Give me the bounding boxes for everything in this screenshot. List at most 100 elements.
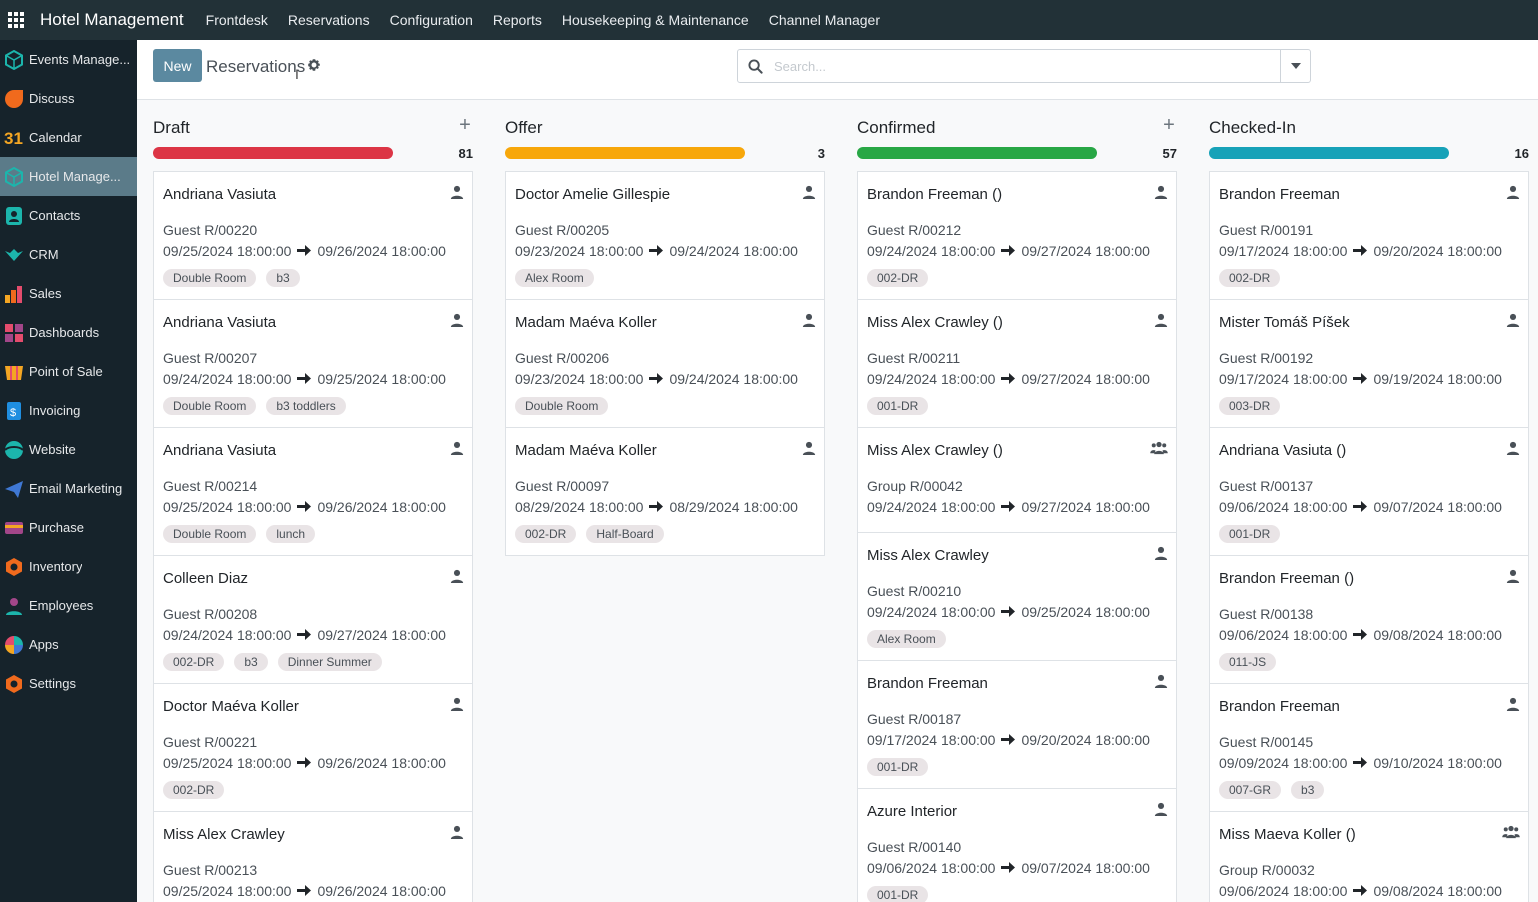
- search-input[interactable]: [774, 57, 1274, 75]
- tag-list: 001-DR: [1219, 525, 1281, 543]
- column-title[interactable]: Draft: [153, 118, 190, 137]
- reservation-card[interactable]: Doctor Amelie Gillespie Guest R/00205 09/2…: [505, 171, 825, 300]
- reservation-card[interactable]: Miss Alex Crawley Guest R/00210 09/24/2024…: [857, 532, 1177, 661]
- menu-channel-manager[interactable]: Channel Manager: [768, 12, 880, 28]
- sidebar-item-calendar[interactable]: 31 Calendar: [0, 118, 137, 157]
- reservation-dates: 09/06/2024 18:00:00 09/08/2024 18:00:00: [1219, 883, 1502, 899]
- reservation-reference: Guest R/00140: [867, 839, 962, 855]
- column-progress-bar[interactable]: [857, 147, 1097, 159]
- add-card-plus-icon[interactable]: +: [1163, 114, 1175, 136]
- sidebar-item-inventory[interactable]: Inventory: [0, 547, 137, 586]
- reservation-card[interactable]: Brandon Freeman Guest R/00191 09/17/2024 1…: [1209, 171, 1529, 300]
- reservation-reference: Guest R/00212: [867, 222, 962, 238]
- reservation-card[interactable]: Andriana Vasiuta Guest R/00207 09/24/2024 …: [153, 299, 473, 428]
- sidebar-item-label: Purchase: [29, 520, 84, 535]
- control-panel: New Reservations I: [137, 40, 1538, 100]
- app-sidebar: Events Manage... Discuss 31 Calendar Hotel M…: [0, 40, 137, 902]
- tag: 001-DR: [867, 886, 929, 902]
- checkin-date: 09/24/2024 18:00:00: [867, 499, 996, 515]
- sidebar-item-crm[interactable]: CRM: [0, 235, 137, 274]
- sidebar-item-settings[interactable]: Settings: [0, 664, 137, 703]
- column-title[interactable]: Offer: [505, 118, 543, 137]
- arrow-right-icon: [297, 755, 312, 771]
- tag: Double Room: [163, 269, 257, 287]
- person-icon: [450, 825, 464, 844]
- tag-list: 002-DR: [163, 781, 225, 799]
- reservation-card[interactable]: Mister Tomáš Píšek Guest R/00192 09/17/202…: [1209, 299, 1529, 428]
- reservation-card[interactable]: Brandon Freeman () Guest R/00138 09/06/202…: [1209, 555, 1529, 684]
- sidebar-item-contacts[interactable]: Contacts: [0, 196, 137, 235]
- caret-down-icon: [1290, 63, 1301, 69]
- arrow-right-icon: [297, 627, 312, 643]
- app-grid-icon[interactable]: [0, 0, 32, 40]
- reservation-dates: 09/25/2024 18:00:00 09/26/2024 18:00:00: [163, 243, 446, 259]
- checkin-date: 09/06/2024 18:00:00: [867, 860, 996, 876]
- checkin-date: 09/23/2024 18:00:00: [515, 371, 644, 387]
- new-button[interactable]: New: [153, 49, 202, 82]
- sidebar-item-apps[interactable]: Apps: [0, 625, 137, 664]
- guest-name: Madam Maéva Koller: [515, 314, 657, 331]
- reservation-card[interactable]: Miss Alex Crawley Guest R/00213 09/25/2024…: [153, 811, 473, 902]
- arrow-right-icon: [1001, 499, 1016, 515]
- reservation-card[interactable]: Azure Interior Guest R/00140 09/06/2024 18…: [857, 788, 1177, 902]
- menu-frontdesk[interactable]: Frontdesk: [205, 12, 268, 28]
- guest-name: Doctor Maéva Koller: [163, 698, 299, 715]
- reservation-dates: 09/24/2024 18:00:00 09/27/2024 18:00:00: [163, 627, 446, 643]
- reservation-reference: Guest R/00206: [515, 350, 610, 366]
- menu-reservations[interactable]: Reservations: [287, 12, 370, 28]
- reservation-card[interactable]: Miss Alex Crawley () Guest R/00211 09/24/2…: [857, 299, 1177, 428]
- checkout-date: 08/29/2024 18:00:00: [669, 499, 798, 515]
- add-card-plus-icon[interactable]: +: [459, 114, 471, 136]
- checkout-date: 09/10/2024 18:00:00: [1373, 755, 1502, 771]
- sidebar-item-label: Apps: [29, 637, 59, 652]
- sidebar-item-sales[interactable]: Sales: [0, 274, 137, 313]
- column-progress-bar[interactable]: [505, 147, 745, 159]
- reservation-card[interactable]: Andriana Vasiuta Guest R/00220 09/25/2024 …: [153, 171, 473, 300]
- column-header: Confirmed +57: [857, 100, 1177, 172]
- sidebar-item-label: Sales: [29, 286, 62, 301]
- reservation-card[interactable]: Brandon Freeman Guest R/00187 09/17/2024 1…: [857, 660, 1177, 789]
- reservation-card[interactable]: Colleen Diaz Guest R/00208 09/24/2024 18:0…: [153, 555, 473, 684]
- column-title[interactable]: Confirmed: [857, 118, 936, 137]
- sidebar-item-dashboards[interactable]: Dashboards: [0, 313, 137, 352]
- app-brand[interactable]: Hotel Management: [40, 10, 184, 29]
- reservation-card[interactable]: Miss Maeva Koller () Group R/00032 09/06/2…: [1209, 811, 1529, 902]
- sidebar-item-discuss[interactable]: Discuss: [0, 79, 137, 118]
- search-options-toggle[interactable]: [1280, 50, 1310, 82]
- column-title[interactable]: Checked-In: [1209, 118, 1296, 137]
- reservation-card[interactable]: Doctor Maéva Koller Guest R/00221 09/25/20…: [153, 683, 473, 812]
- column-progress-bar[interactable]: [153, 147, 393, 159]
- sidebar-item-website[interactable]: Website: [0, 430, 137, 469]
- gear-icon[interactable]: [307, 58, 321, 77]
- menu-housekeeping-maintenance[interactable]: Housekeeping & Maintenance: [561, 12, 749, 28]
- menu-configuration[interactable]: Configuration: [389, 12, 473, 28]
- sidebar-item-invoicing[interactable]: $ Invoicing: [0, 391, 137, 430]
- checkin-date: 09/17/2024 18:00:00: [867, 732, 996, 748]
- reservation-card[interactable]: Brandon Freeman Guest R/00145 09/09/2024 1…: [1209, 683, 1529, 812]
- svg-text:31: 31: [4, 129, 23, 148]
- sidebar-item-pos[interactable]: Point of Sale: [0, 352, 137, 391]
- sidebar-item-label: Inventory: [29, 559, 83, 574]
- reservation-card[interactable]: Brandon Freeman () Guest R/00212 09/24/202…: [857, 171, 1177, 300]
- sidebar-item-events[interactable]: Events Manage...: [0, 40, 137, 79]
- sidebar-item-hotel[interactable]: Hotel Manage...: [0, 157, 137, 196]
- page-title[interactable]: Reservations: [206, 57, 306, 76]
- dashboards-icon: [4, 323, 24, 343]
- reservation-card[interactable]: Andriana Vasiuta () Guest R/00137 09/06/20…: [1209, 427, 1529, 556]
- sidebar-item-label: Calendar: [29, 130, 82, 145]
- reservation-reference: Guest R/00220: [163, 222, 258, 238]
- reservation-card[interactable]: Madam Maéva Koller Guest R/00206 09/23/202…: [505, 299, 825, 428]
- reservation-card[interactable]: Madam Maéva Koller Guest R/00097 08/29/202…: [505, 427, 825, 556]
- column-header: Checked-In 16: [1209, 100, 1529, 172]
- reservation-card[interactable]: Andriana Vasiuta Guest R/00214 09/25/2024 …: [153, 427, 473, 556]
- sidebar-item-email-marketing[interactable]: Email Marketing: [0, 469, 137, 508]
- person-icon: [1506, 313, 1520, 332]
- guest-name: Brandon Freeman: [867, 675, 988, 692]
- column-progress-bar[interactable]: [1209, 147, 1449, 159]
- reservation-dates: 09/17/2024 18:00:00 09/19/2024 18:00:00: [1219, 371, 1502, 387]
- menu-reports[interactable]: Reports: [492, 12, 542, 28]
- checkin-date: 09/24/2024 18:00:00: [163, 627, 292, 643]
- reservation-card[interactable]: Miss Alex Crawley () Group R/00042 09/24/2…: [857, 427, 1177, 533]
- sidebar-item-purchase[interactable]: Purchase: [0, 508, 137, 547]
- sidebar-item-employees[interactable]: Employees: [0, 586, 137, 625]
